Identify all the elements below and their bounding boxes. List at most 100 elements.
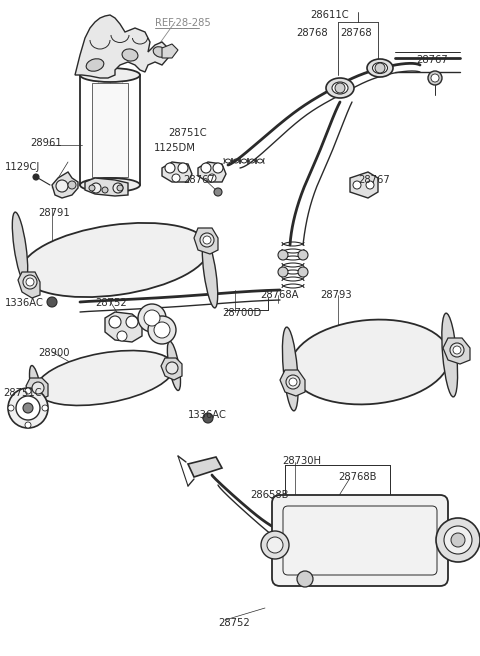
Circle shape [117, 185, 123, 191]
Circle shape [102, 187, 108, 193]
Text: REF.28-285: REF.28-285 [155, 18, 211, 28]
Circle shape [453, 346, 461, 354]
Circle shape [126, 316, 138, 328]
Circle shape [203, 413, 213, 423]
Polygon shape [162, 162, 192, 182]
Ellipse shape [80, 178, 140, 192]
Ellipse shape [372, 62, 387, 73]
Circle shape [214, 188, 222, 196]
Ellipse shape [282, 327, 298, 411]
Circle shape [47, 297, 57, 307]
Circle shape [172, 174, 180, 182]
Text: 28767: 28767 [183, 175, 215, 185]
Circle shape [298, 250, 308, 260]
Text: 28700D: 28700D [222, 308, 261, 318]
Text: 28611C: 28611C [310, 10, 348, 20]
Text: 28768A: 28768A [260, 290, 299, 300]
Polygon shape [26, 378, 48, 400]
Polygon shape [161, 358, 182, 380]
Text: 28900: 28900 [38, 348, 70, 358]
Text: 28791: 28791 [38, 208, 70, 218]
Circle shape [89, 185, 95, 191]
Text: 1129CJ: 1129CJ [5, 162, 40, 172]
Text: 28793: 28793 [320, 290, 352, 300]
Ellipse shape [332, 82, 348, 94]
Ellipse shape [36, 350, 174, 405]
Ellipse shape [168, 341, 180, 390]
Text: 28768: 28768 [296, 28, 328, 38]
Circle shape [8, 388, 48, 428]
Circle shape [8, 405, 14, 411]
Polygon shape [75, 15, 168, 78]
Polygon shape [85, 178, 128, 196]
Circle shape [16, 396, 40, 420]
Circle shape [298, 267, 308, 277]
Ellipse shape [12, 212, 28, 281]
Text: 28768: 28768 [340, 28, 372, 38]
Circle shape [113, 183, 123, 193]
Circle shape [278, 250, 288, 260]
Polygon shape [162, 44, 178, 58]
Polygon shape [52, 172, 78, 198]
Polygon shape [443, 338, 470, 364]
Circle shape [148, 316, 176, 344]
Circle shape [353, 181, 361, 189]
Circle shape [208, 174, 216, 182]
Circle shape [451, 533, 465, 547]
Circle shape [436, 518, 480, 562]
Text: 28752: 28752 [218, 618, 250, 628]
Circle shape [165, 163, 175, 173]
Circle shape [335, 83, 345, 93]
Circle shape [200, 233, 214, 247]
Circle shape [375, 63, 385, 73]
Text: 28767: 28767 [416, 55, 448, 65]
Polygon shape [280, 370, 305, 396]
Circle shape [91, 183, 101, 193]
Circle shape [286, 375, 300, 389]
Text: 28658B: 28658B [250, 490, 288, 500]
Circle shape [25, 422, 31, 428]
Ellipse shape [367, 59, 393, 77]
Circle shape [261, 531, 289, 559]
Text: 28751C: 28751C [168, 128, 206, 138]
Circle shape [25, 388, 31, 394]
Circle shape [297, 571, 313, 587]
Polygon shape [18, 272, 40, 298]
Text: 1336AC: 1336AC [5, 298, 44, 308]
Circle shape [144, 310, 160, 326]
Ellipse shape [290, 319, 450, 404]
Bar [92, 83, 128, 177]
Text: 28752: 28752 [95, 298, 127, 308]
Ellipse shape [21, 223, 209, 297]
Text: 28767: 28767 [358, 175, 390, 185]
Polygon shape [188, 457, 222, 477]
Circle shape [278, 267, 288, 277]
Ellipse shape [29, 365, 43, 415]
Circle shape [42, 405, 48, 411]
Circle shape [154, 322, 170, 338]
Polygon shape [198, 162, 226, 182]
Circle shape [203, 236, 211, 244]
Circle shape [444, 526, 472, 554]
Polygon shape [350, 172, 378, 198]
Circle shape [26, 278, 34, 286]
Text: 28961: 28961 [30, 138, 62, 148]
Ellipse shape [122, 49, 138, 61]
Circle shape [450, 343, 464, 357]
Text: 28751C: 28751C [3, 388, 42, 398]
Circle shape [109, 316, 121, 328]
Circle shape [32, 382, 44, 394]
Polygon shape [105, 312, 142, 342]
Ellipse shape [86, 59, 104, 72]
Ellipse shape [202, 239, 218, 308]
Ellipse shape [326, 78, 354, 98]
Circle shape [138, 304, 166, 332]
Circle shape [213, 163, 223, 173]
Circle shape [23, 275, 37, 289]
Ellipse shape [442, 313, 457, 397]
Circle shape [428, 71, 442, 85]
Circle shape [289, 378, 297, 386]
Circle shape [178, 163, 188, 173]
FancyBboxPatch shape [272, 495, 448, 586]
Circle shape [23, 403, 33, 413]
